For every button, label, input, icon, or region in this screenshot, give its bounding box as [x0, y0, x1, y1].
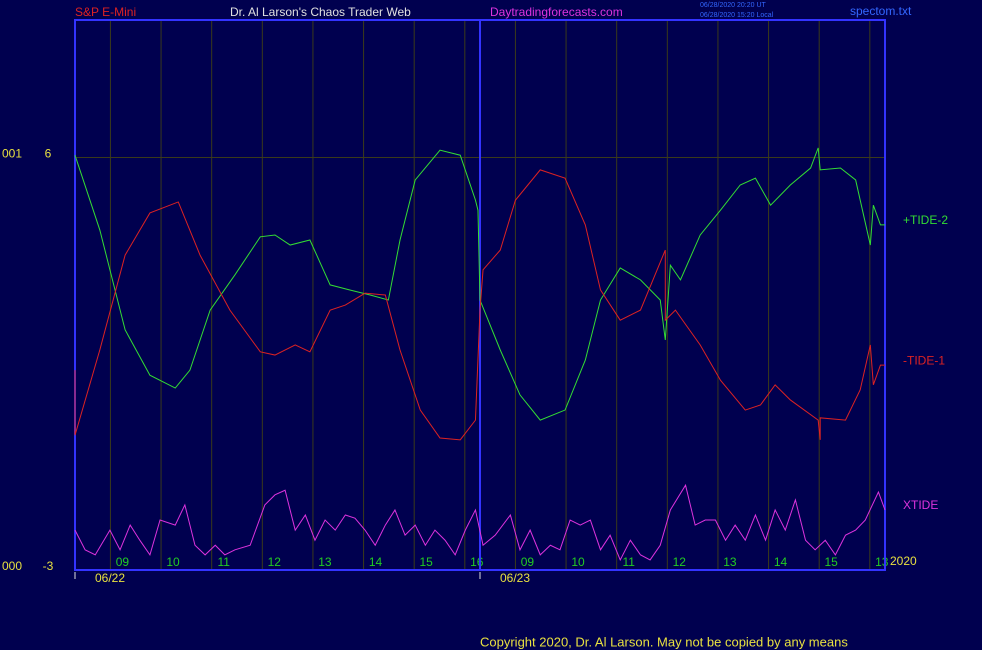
x-tick-label: 09: [116, 555, 130, 569]
site-url: Daytradingforecasts.com: [490, 5, 623, 19]
symbol: S&P E-Mini: [75, 5, 136, 19]
date-label: 06/22: [95, 571, 125, 585]
legend-label: -TIDE-1: [903, 353, 945, 367]
series-line: [74, 169, 885, 441]
y-side-label: 001: [2, 147, 22, 161]
x-tick-label: 09: [521, 555, 535, 569]
series-line: [74, 147, 885, 421]
legend-label: XTIDE: [903, 498, 938, 512]
year: 2020: [890, 554, 917, 568]
x-tick-label: 10: [571, 555, 585, 569]
x-tick-label: 12: [268, 555, 282, 569]
x-tick-label: 14: [774, 555, 788, 569]
time-local: 06/28/2020 15:20 Local: [700, 12, 774, 19]
copyright: Copyright 2020, Dr. Al Larson. May not b…: [480, 634, 848, 649]
y-side-label: 000: [2, 559, 22, 573]
x-tick-label: 14: [369, 555, 383, 569]
legend-label: +TIDE-2: [903, 213, 948, 227]
x-tick-label: 13: [723, 555, 737, 569]
x-tick-label: 15: [825, 555, 839, 569]
x-tick-label: 12: [673, 555, 687, 569]
x-tick-label: 11: [622, 555, 635, 569]
x-tick-label: 11: [217, 555, 230, 569]
x-tick-label: 15: [420, 555, 434, 569]
time-ut: 06/28/2020 20:20 UT: [700, 2, 766, 9]
y-tick-label: 6: [45, 147, 52, 161]
x-tick-label: 13: [875, 555, 889, 569]
date-label: 06/23: [500, 571, 530, 585]
file-name: spectom.txt: [850, 4, 912, 18]
series-line: [74, 483, 886, 562]
y-tick-label: -3: [43, 559, 54, 573]
x-tick-label: 16: [470, 555, 484, 569]
plot-frame: [74, 19, 886, 571]
site-name: Dr. Al Larson's Chaos Trader Web: [230, 5, 411, 19]
x-tick-label: 10: [166, 555, 180, 569]
x-tick-label: 13: [318, 555, 332, 569]
